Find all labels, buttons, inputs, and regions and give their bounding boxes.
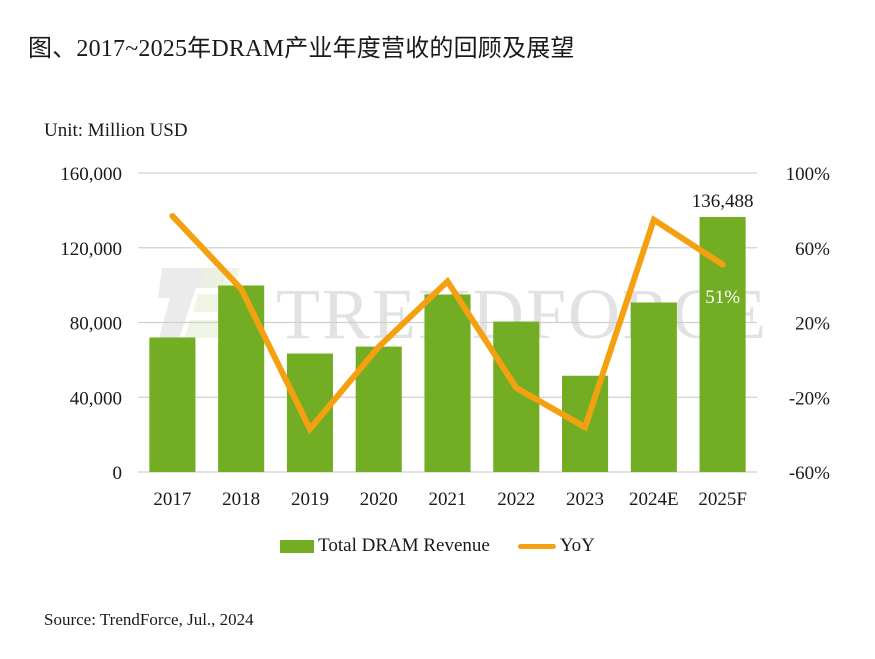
x-tick-label: 2019 <box>291 489 329 510</box>
bar-2024E <box>630 302 677 472</box>
chart-title: 图、2017~2025年DRAM产业年度营收的回顾及展望 <box>28 36 575 62</box>
y2-tick-label: 20% <box>795 314 830 335</box>
x-tick-label: 2018 <box>222 489 260 510</box>
bar-series <box>149 216 746 472</box>
bar-2018 <box>218 285 265 472</box>
y2-tick-label: 60% <box>795 239 830 260</box>
bar-2021 <box>424 294 471 472</box>
legend: Total DRAM Revenue YoY <box>0 535 875 557</box>
watermark-logo-icon <box>156 268 228 348</box>
data-labels: 136,488 51% <box>692 191 754 308</box>
legend-label-yoy: YoY <box>559 535 595 556</box>
bar-2025F <box>699 216 746 472</box>
x-tick-label: 2020 <box>360 489 398 510</box>
data-label-revenue: 136,488 <box>692 191 754 212</box>
x-tick-label: 2023 <box>566 489 604 510</box>
y-tick-label: 120,000 <box>60 239 122 260</box>
legend-swatch-bar <box>280 539 315 553</box>
x-tick-label: 2025F <box>698 489 747 510</box>
y-tick-label: 0 <box>113 463 123 484</box>
legend-item-revenue: Total DRAM Revenue <box>280 535 490 557</box>
legend-label-revenue: Total DRAM Revenue <box>318 535 490 556</box>
y2-tick-label: -20% <box>789 388 830 409</box>
y-axis-left: 0 40,000 80,000 120,000 160,000 <box>60 164 122 484</box>
line-series <box>169 212 726 435</box>
y-tick-label: 80,000 <box>70 314 122 335</box>
unit-label: Unit: Million USD <box>44 120 188 141</box>
x-tick-label: 2022 <box>497 489 535 510</box>
y2-tick-label: 100% <box>786 164 831 185</box>
x-axis: 2017 2018 2019 2020 2021 2022 2023 2024E 2025F <box>153 489 747 510</box>
bar-2017 <box>149 337 196 472</box>
data-label-yoy: 51% <box>705 287 740 308</box>
y2-tick-label: -60% <box>789 463 830 484</box>
legend-swatch-line <box>517 543 556 549</box>
x-tick-label: 2024E <box>629 489 679 510</box>
y-tick-label: 160,000 <box>60 164 122 185</box>
y-axis-right: -60% -20% 20% 60% 100% <box>786 164 831 484</box>
source-note: Source: TrendForce, Jul., 2024 <box>44 610 254 629</box>
x-tick-label: 2021 <box>429 489 467 510</box>
legend-item-yoy: YoY <box>517 535 595 557</box>
y-tick-label: 40,000 <box>70 388 122 409</box>
x-tick-label: 2017 <box>153 489 191 510</box>
